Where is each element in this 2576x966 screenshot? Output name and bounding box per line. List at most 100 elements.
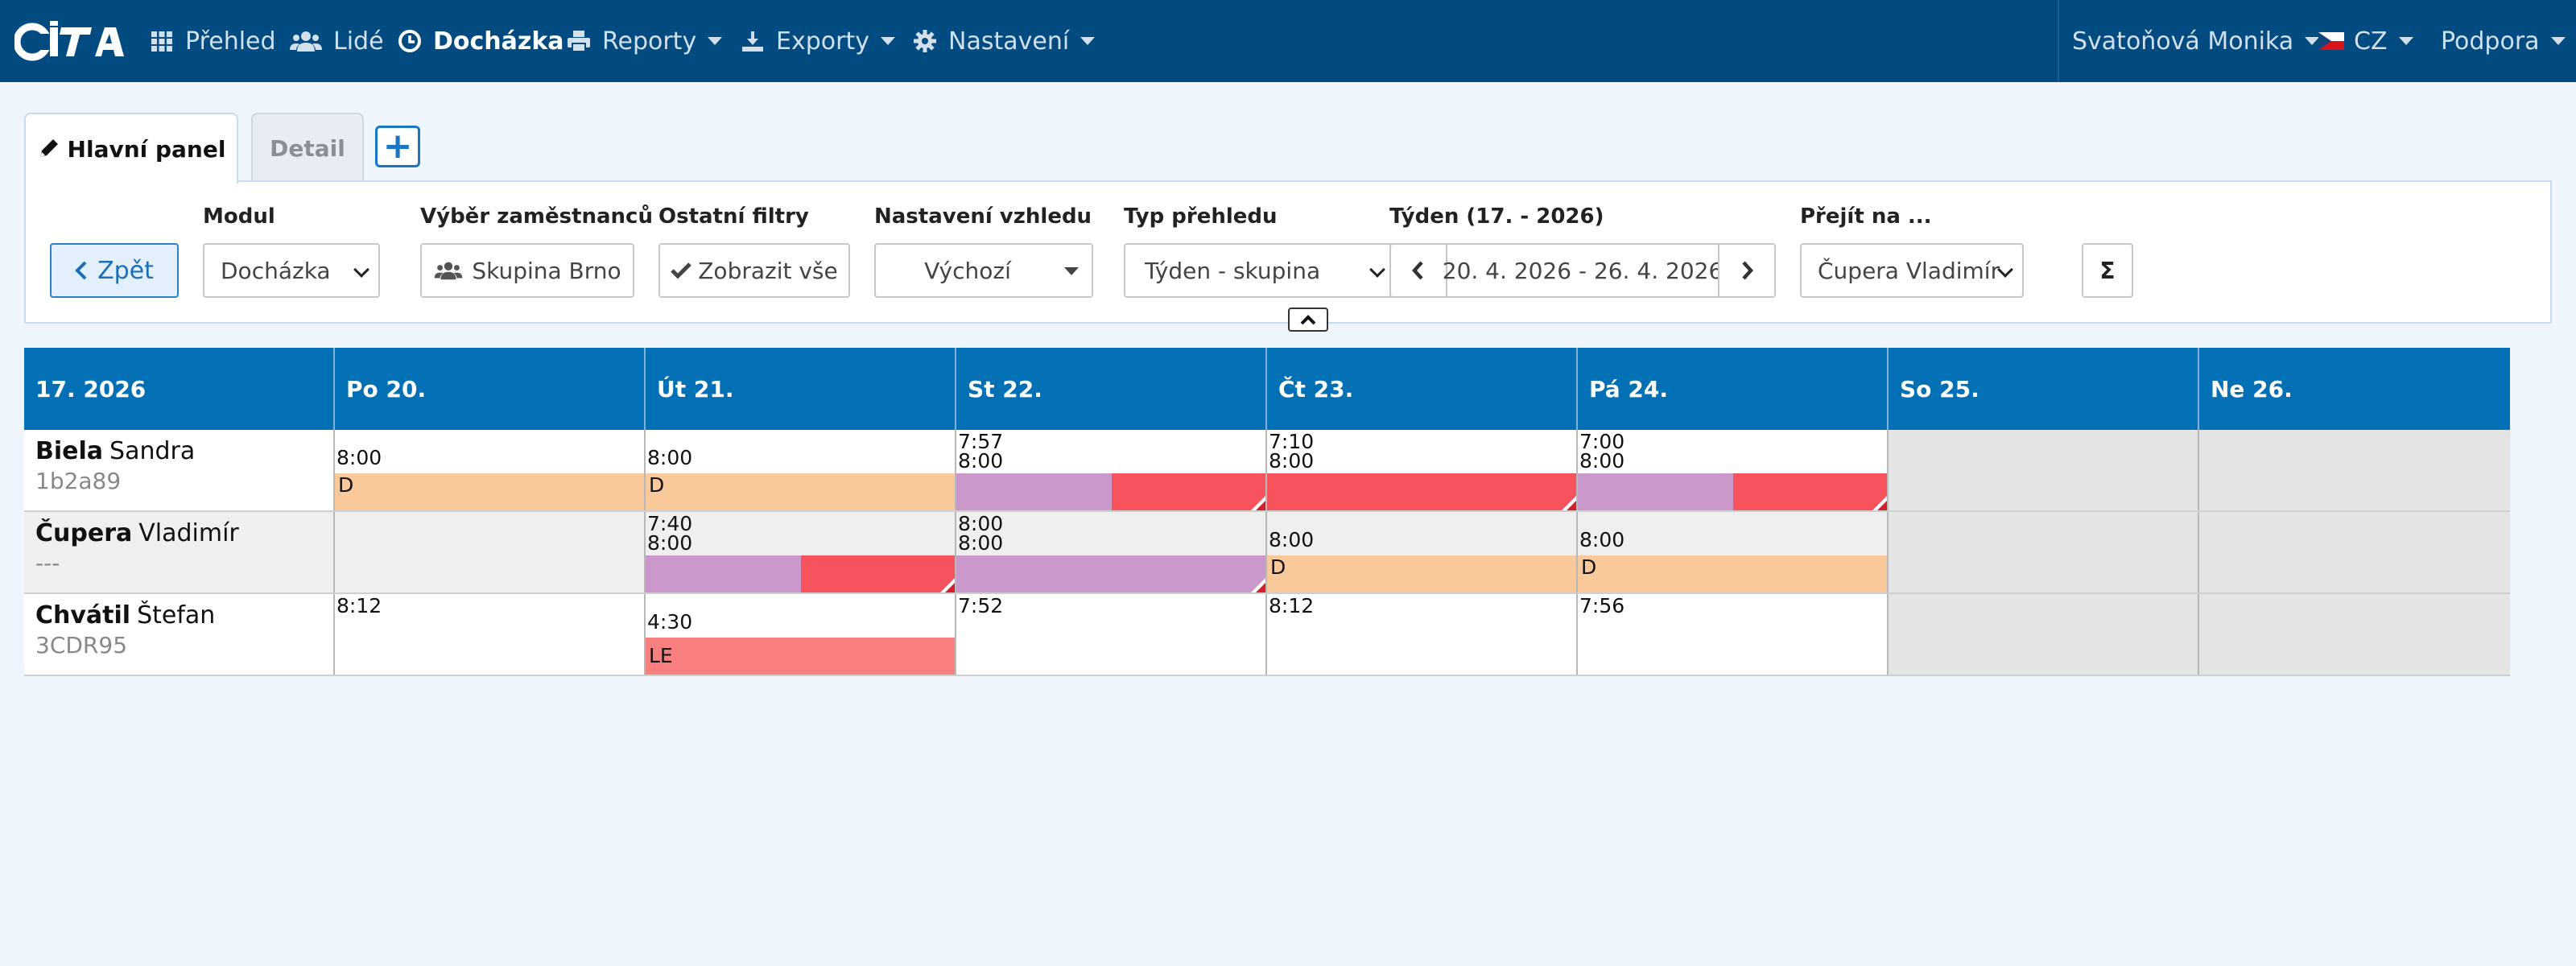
day-cell[interactable]: 8:12 bbox=[335, 594, 646, 675]
day-cell[interactable]: 7:52 bbox=[956, 594, 1267, 675]
work-segment[interactable] bbox=[1578, 473, 1733, 510]
time-value: 7:40 bbox=[647, 512, 693, 535]
nav-label: Lidé bbox=[333, 27, 384, 56]
day-header[interactable]: So 25. bbox=[1889, 348, 2199, 430]
time-value: 8:00 bbox=[958, 512, 1004, 535]
attendance-bar[interactable] bbox=[956, 473, 1265, 510]
nav-lide[interactable]: Lidé bbox=[290, 0, 384, 82]
absence-segment[interactable] bbox=[801, 555, 955, 592]
chevron-down-icon bbox=[2305, 37, 2320, 45]
tab-label: Detail bbox=[270, 134, 345, 162]
sum-button[interactable]: Σ bbox=[2082, 243, 2133, 298]
employees-button[interactable]: Skupina Brno bbox=[420, 243, 634, 298]
work-segment[interactable] bbox=[646, 555, 801, 592]
work-segment[interactable] bbox=[956, 555, 1265, 592]
weekend-day-cell[interactable] bbox=[1889, 594, 2199, 675]
weekend-day-cell[interactable] bbox=[2199, 594, 2510, 675]
module-label: Modul bbox=[203, 204, 275, 229]
employee-code: 1b2a89 bbox=[35, 468, 122, 494]
back-button[interactable]: Zpět bbox=[50, 243, 179, 298]
day-header[interactable]: Pá 24. bbox=[1578, 348, 1889, 430]
day-cell[interactable]: 7:56 bbox=[1578, 594, 1889, 675]
vacation-segment[interactable]: D bbox=[335, 473, 644, 510]
employee-name-cell[interactable]: Chvátil Štefan 3CDR95 bbox=[24, 594, 335, 675]
weekend-day-cell[interactable] bbox=[1889, 512, 2199, 592]
leave-segment[interactable]: LE bbox=[646, 638, 955, 675]
attendance-bar[interactable]: LE bbox=[646, 638, 955, 675]
nav-dochazka[interactable]: Docházka bbox=[398, 0, 564, 82]
chevron-down-icon bbox=[1080, 37, 1096, 45]
nav-exporty[interactable]: Exporty bbox=[741, 0, 895, 82]
day-cell[interactable]: 8:00 D bbox=[646, 430, 956, 510]
other-filters-button[interactable]: Zobrazit vše bbox=[658, 243, 850, 298]
employee-name-cell[interactable]: Čupera Vladimír --- bbox=[24, 512, 335, 592]
next-week-button[interactable] bbox=[1718, 243, 1776, 298]
nav-nastaveni[interactable]: Nastavení bbox=[913, 0, 1096, 82]
day-header[interactable]: St 22. bbox=[956, 348, 1267, 430]
day-cell[interactable] bbox=[335, 512, 646, 592]
day-header[interactable]: Ne 26. bbox=[2211, 375, 2293, 402]
day-cell[interactable]: 8:12 bbox=[1267, 594, 1578, 675]
day-header[interactable]: Po 20. bbox=[335, 348, 646, 430]
cita-logo[interactable] bbox=[14, 21, 124, 63]
absence-segment[interactable] bbox=[1267, 473, 1576, 510]
attendance-bar[interactable]: D bbox=[1578, 555, 1887, 592]
add-tab-button[interactable]: + bbox=[375, 126, 420, 167]
day-cell[interactable]: 8:00 D bbox=[1578, 512, 1889, 592]
view-type-select[interactable]: Týden - skupina bbox=[1124, 243, 1396, 298]
day-cell[interactable]: 8:00 D bbox=[1267, 512, 1578, 592]
attendance-bar[interactable] bbox=[1578, 473, 1887, 510]
segment-label: D bbox=[649, 473, 665, 497]
tab-detail[interactable]: Detail bbox=[251, 113, 364, 182]
attendance-bar[interactable] bbox=[646, 555, 955, 592]
time-value: 8:00 bbox=[1269, 449, 1315, 473]
look-dropdown[interactable]: Výchozí bbox=[874, 243, 1093, 298]
support-menu[interactable]: Podpora bbox=[2441, 0, 2566, 82]
module-select[interactable]: Docházka bbox=[203, 243, 380, 298]
employee-name: Biela Sandra bbox=[35, 436, 322, 467]
nav-reporty[interactable]: Reporty bbox=[567, 0, 723, 82]
day-cell[interactable]: 7:57 8:00 bbox=[956, 430, 1267, 510]
time-value: 8:00 bbox=[958, 449, 1004, 473]
attendance-bar[interactable] bbox=[956, 555, 1265, 592]
weekend-day-cell[interactable] bbox=[2199, 430, 2510, 510]
day-cell[interactable]: 7:10 8:00 bbox=[1267, 430, 1578, 510]
vacation-segment[interactable]: D bbox=[1578, 555, 1887, 592]
weekend-day-cell[interactable] bbox=[1889, 430, 2199, 510]
vacation-segment[interactable]: D bbox=[646, 473, 955, 510]
weekend-day-cell[interactable] bbox=[2199, 512, 2510, 592]
goto-select[interactable]: Čupera Vladimír bbox=[1800, 243, 2024, 298]
users-icon bbox=[290, 31, 322, 52]
printer-icon bbox=[568, 31, 590, 52]
day-cell[interactable]: 7:40 8:00 bbox=[646, 512, 956, 592]
day-cell[interactable]: 8:00 8:00 bbox=[956, 512, 1267, 592]
prev-week-button[interactable] bbox=[1389, 243, 1447, 298]
user-menu[interactable]: Svatoňová Monika bbox=[2072, 0, 2320, 82]
work-segment[interactable] bbox=[956, 473, 1112, 510]
tab-main-panel[interactable]: Hlavní panel bbox=[24, 113, 238, 184]
day-cell[interactable]: 7:00 8:00 bbox=[1578, 430, 1889, 510]
attendance-bar[interactable]: D bbox=[1267, 555, 1576, 592]
attendance-bar[interactable] bbox=[1267, 473, 1576, 510]
check-icon bbox=[671, 262, 692, 279]
day-header[interactable]: Út 21. bbox=[646, 348, 956, 430]
week-range-field[interactable]: 20. 4. 2026 - 26. 4. 2026 bbox=[1443, 243, 1723, 298]
language-menu[interactable]: CZ bbox=[2318, 0, 2413, 82]
nav-prehled[interactable]: Přehled bbox=[150, 0, 276, 82]
other-filters-label: Ostatní filtry bbox=[658, 204, 809, 229]
employee-name: Čupera Vladimír bbox=[35, 518, 322, 549]
absence-segment[interactable] bbox=[1112, 473, 1265, 510]
day-cell[interactable]: 4:30 LE bbox=[646, 594, 956, 675]
vacation-segment[interactable]: D bbox=[1267, 555, 1576, 592]
user-name: Svatoňová Monika bbox=[2072, 27, 2294, 56]
day-header[interactable]: Čt 23. bbox=[1267, 348, 1578, 430]
attendance-bar[interactable]: D bbox=[646, 473, 955, 510]
day-cell[interactable]: 8:00 D bbox=[335, 430, 646, 510]
employee-code: 3CDR95 bbox=[35, 632, 128, 658]
collapse-filters-button[interactable] bbox=[1288, 308, 1328, 332]
nav-divider bbox=[2058, 0, 2059, 82]
attendance-bar[interactable]: D bbox=[335, 473, 644, 510]
plus-icon: + bbox=[382, 126, 413, 167]
absence-segment[interactable] bbox=[1733, 473, 1887, 510]
employee-name-cell[interactable]: Biela Sandra 1b2a89 bbox=[24, 430, 335, 510]
